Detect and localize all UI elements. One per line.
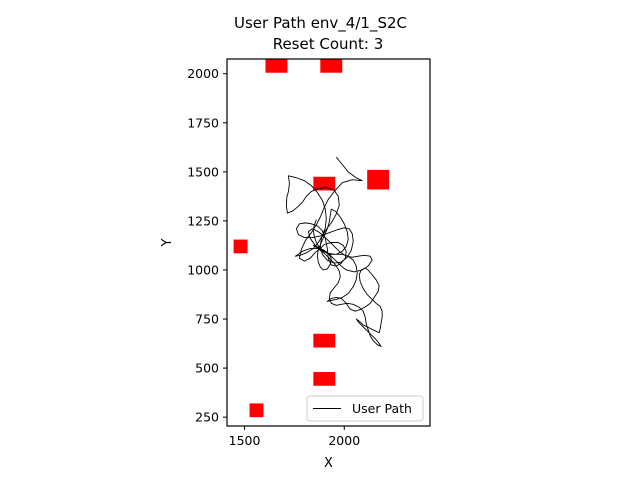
y-tick-label: 250 <box>195 410 219 425</box>
x-tick-label: 1500 <box>229 433 261 448</box>
y-tick-label: 750 <box>195 312 219 327</box>
y-tick-label: 1000 <box>187 262 219 277</box>
legend-label-user-path: User Path <box>352 401 412 416</box>
legend: User Path <box>306 395 424 422</box>
user-path-layer <box>285 156 383 347</box>
chart-title: User Path env_4/1_S2C <box>234 14 407 33</box>
y-axis-ticks: 250 500 750 1000 1250 1500 1750 2000 <box>187 66 227 425</box>
obstacle-markers <box>233 59 390 418</box>
plot-frame <box>226 58 431 427</box>
y-tick-label: 1500 <box>187 164 219 179</box>
obstacle-marker-6 <box>313 333 336 348</box>
y-tick-label: 2000 <box>187 66 219 81</box>
obstacle-marker-3 <box>367 169 390 190</box>
y-tick-label: 500 <box>195 361 219 376</box>
obstacle-marker-7 <box>313 372 336 386</box>
y-axis-label: Y <box>160 238 175 247</box>
x-axis-label: X <box>324 456 333 471</box>
plot-area <box>227 59 430 426</box>
series-line-user-path <box>285 156 383 347</box>
obstacle-marker-4 <box>313 176 336 191</box>
y-tick-label: 1750 <box>187 115 219 130</box>
obstacle-marker-8 <box>249 403 264 418</box>
obstacle-marker-2 <box>320 59 343 73</box>
y-tick-label: 1250 <box>187 213 219 228</box>
obstacle-marker-5 <box>233 239 248 254</box>
x-tick-label: 2000 <box>328 433 360 448</box>
obstacle-marker-1 <box>265 59 288 73</box>
chart-subtitle: Reset Count: 3 <box>273 35 384 53</box>
x-axis-ticks: 1500 2000 <box>229 426 360 448</box>
legend-box <box>306 395 424 422</box>
